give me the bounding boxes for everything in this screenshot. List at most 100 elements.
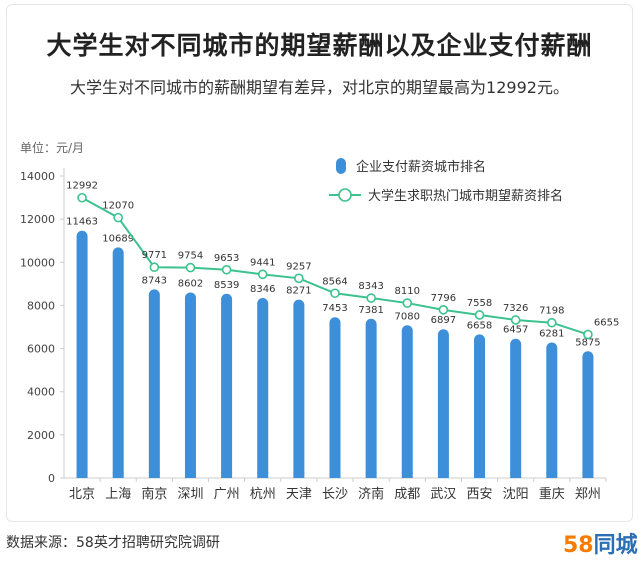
x-tick-label: 成都 [394, 487, 420, 502]
x-tick-label: 南京 [141, 486, 167, 502]
y-tick-label: 14000 [20, 170, 55, 183]
bar-value-label: 6457 [503, 325, 528, 336]
bar-base [257, 472, 269, 478]
y-tick-label: 4000 [27, 386, 55, 399]
bar [221, 293, 233, 478]
x-tick-label: 郑州 [575, 487, 601, 502]
line-value-label: 12070 [102, 201, 134, 212]
bar-value-label: 8602 [178, 278, 203, 289]
bar [329, 317, 341, 478]
line-point [77, 192, 87, 203]
line-value-label: 7198 [539, 306, 564, 317]
bar-base [582, 472, 594, 478]
y-tick-label: 0 [48, 472, 55, 485]
bar-value-label: 5875 [575, 337, 600, 348]
line-point [402, 298, 413, 308]
legend-line-label: 大学生求职热门城市期望薪资排名 [368, 188, 563, 204]
bar-base [293, 472, 305, 478]
line-value-label: 8110 [395, 286, 420, 297]
x-tick-label: 长沙 [322, 487, 348, 502]
bar-base [474, 472, 486, 478]
bar [112, 247, 124, 478]
line-value-label: 9653 [214, 253, 239, 264]
bar-base [510, 472, 522, 478]
bar-value-label: 7453 [322, 303, 347, 314]
y-tick-label: 2000 [27, 429, 55, 442]
bar-base [76, 472, 88, 478]
bar-base [329, 472, 341, 478]
line-point [438, 305, 449, 315]
x-tick-label: 上海 [105, 487, 131, 502]
bar [474, 334, 486, 478]
bar-value-label: 11463 [66, 217, 98, 228]
line-point [257, 269, 268, 280]
y-tick-label: 6000 [27, 343, 55, 356]
x-tick-label: 北京 [69, 487, 95, 502]
x-tick-label: 杭州 [250, 487, 276, 502]
bar-base [221, 472, 233, 478]
bar [365, 318, 377, 478]
bar-value-label: 8346 [250, 284, 275, 295]
line-point [583, 329, 593, 340]
x-tick-label: 广州 [214, 487, 240, 502]
legend-bar-swatch [336, 158, 346, 174]
bar-value-label: 8271 [286, 286, 311, 297]
line-point [221, 264, 232, 275]
data-source-note: 数据来源：58英才招聘研究院调研 [6, 535, 220, 551]
x-tick-label: 武汉 [430, 487, 456, 502]
bar-value-label: 8743 [142, 275, 167, 286]
line-point [185, 262, 196, 273]
bar [76, 230, 88, 478]
x-tick-label: 天津 [286, 487, 312, 502]
line-point [113, 212, 123, 223]
x-tick-label: 沈阳 [503, 487, 529, 502]
chart-subtitle: 大学生对不同城市的薪酬期望有差异，对北京的期望最高为12992元。 [70, 78, 569, 97]
legend-bar-label: 企业支付薪资城市排名 [356, 159, 486, 175]
line-point [546, 317, 557, 328]
line-value-label: 9771 [142, 250, 167, 261]
bar-series: 11463 10689 8743 8602 8539 8346 8271 7453 7381 70… [66, 217, 601, 478]
line-point [474, 310, 485, 320]
y-tick-label: 8000 [27, 299, 55, 312]
bar-base [546, 472, 558, 478]
y-axis-unit-label: 单位：元/月 [20, 141, 85, 155]
line-value-label: 7558 [467, 298, 492, 309]
bar-value-label: 6897 [431, 315, 456, 326]
bar-base [148, 472, 160, 478]
line-value-label: 6655 [594, 317, 619, 328]
bar-base [437, 472, 449, 478]
x-tick-label: 济南 [358, 486, 384, 502]
bar [148, 289, 160, 478]
x-tick-label: 重庆 [539, 486, 565, 502]
bar [582, 351, 594, 478]
line-point [149, 262, 160, 273]
bar-base [401, 472, 413, 478]
bar [401, 325, 413, 478]
bar-base [365, 472, 377, 478]
line-value-label: 9257 [286, 261, 311, 272]
line-value-label: 9754 [178, 251, 203, 262]
line-value-label: 8343 [358, 281, 383, 292]
bar [546, 342, 558, 478]
chart-title: 大学生对不同城市的期望薪酬以及企业支付薪酬 [46, 31, 593, 60]
line-value-label: 9441 [250, 257, 275, 268]
line-point [330, 288, 340, 299]
bar-value-label: 7381 [358, 305, 383, 316]
line-point [366, 293, 376, 303]
y-tick-label: 10000 [20, 256, 55, 269]
chart-card [6, 4, 633, 522]
line-value-label: 7796 [431, 293, 456, 304]
y-tick-label: 12000 [20, 213, 55, 226]
bar [437, 329, 449, 478]
line-series: 12992 12070 9771 9754 9653 9441 9257 8564 8343 81… [66, 181, 619, 340]
logo-text: 同城 [593, 533, 638, 558]
logo-number: 58 [563, 533, 594, 558]
bar-value-label: 7080 [395, 311, 420, 322]
bar [293, 299, 305, 478]
line-value-label: 8564 [322, 276, 347, 287]
bar-value-label: 8539 [214, 280, 239, 291]
bar [257, 297, 269, 478]
bar-value-label: 6658 [467, 320, 492, 331]
